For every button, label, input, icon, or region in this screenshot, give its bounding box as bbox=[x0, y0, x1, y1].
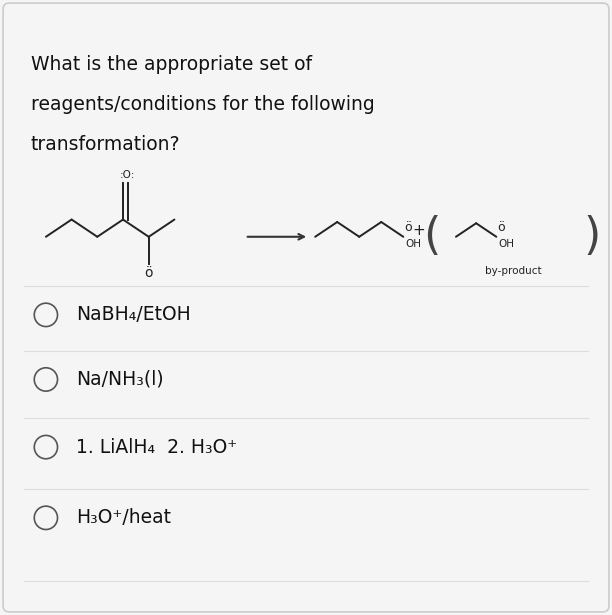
Text: reagents/conditions for the following: reagents/conditions for the following bbox=[31, 95, 375, 114]
Text: (: ( bbox=[423, 215, 440, 258]
Text: ö: ö bbox=[144, 266, 152, 280]
Text: OH: OH bbox=[499, 239, 515, 248]
Text: by-product: by-product bbox=[485, 266, 541, 276]
Text: +: + bbox=[413, 223, 425, 238]
Text: H₃O⁺/heat: H₃O⁺/heat bbox=[76, 509, 171, 527]
Text: ö: ö bbox=[405, 221, 412, 234]
Text: 1. LiAlH₄  2. H₃O⁺: 1. LiAlH₄ 2. H₃O⁺ bbox=[76, 438, 237, 456]
Text: ): ) bbox=[584, 215, 601, 258]
Text: :O:: :O: bbox=[120, 170, 135, 180]
Text: OH: OH bbox=[406, 239, 422, 248]
FancyBboxPatch shape bbox=[3, 3, 609, 612]
Text: What is the appropriate set of: What is the appropriate set of bbox=[31, 55, 312, 74]
Text: Na/NH₃(l): Na/NH₃(l) bbox=[76, 370, 164, 389]
Text: transformation?: transformation? bbox=[31, 135, 180, 154]
Text: ö: ö bbox=[498, 221, 505, 234]
Text: NaBH₄/EtOH: NaBH₄/EtOH bbox=[76, 306, 191, 324]
